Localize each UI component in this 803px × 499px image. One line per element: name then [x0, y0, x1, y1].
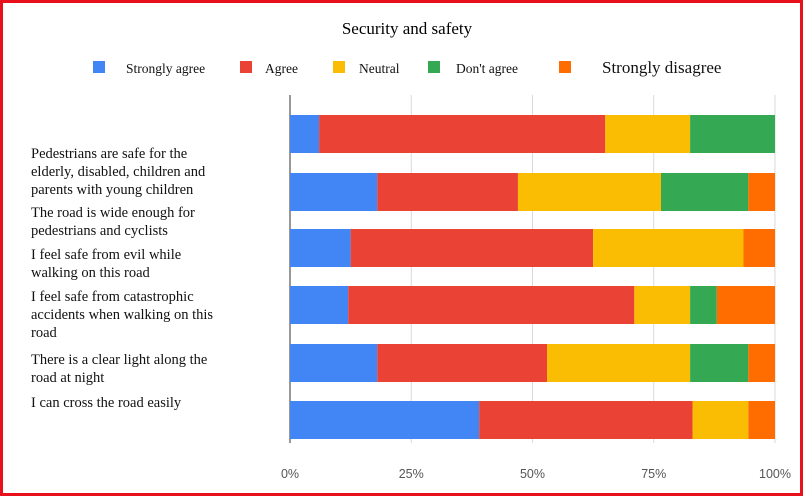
x-tick-label: 0%	[281, 467, 299, 481]
bar-segment	[290, 229, 351, 267]
bar-segment	[479, 401, 693, 439]
legend-label: Agree	[265, 61, 298, 76]
x-tick-label: 75%	[641, 467, 666, 481]
bar-segment	[593, 229, 744, 267]
x-tick-label: 25%	[399, 467, 424, 481]
bar-segment	[634, 286, 691, 324]
bar-segment	[690, 344, 749, 382]
legend-swatch	[559, 61, 571, 73]
bar-segment	[290, 286, 349, 324]
bar-segment	[290, 115, 320, 153]
bar-segment	[690, 115, 775, 153]
bars	[290, 115, 775, 439]
bar-segment	[748, 401, 775, 439]
legend-swatch	[93, 61, 105, 73]
bar-segment	[290, 173, 378, 211]
bar-segment	[547, 344, 691, 382]
bar-segment	[743, 229, 775, 267]
legend-label: Strongly agree	[126, 61, 205, 76]
legend-label: Neutral	[359, 61, 400, 76]
category-label: I feel safe from evil while walking on th…	[31, 247, 181, 281]
bar-segment	[716, 286, 775, 324]
bar-segment	[517, 173, 662, 211]
category-label: I can cross the road easily	[31, 395, 182, 411]
bar-segment	[319, 115, 606, 153]
bar-segment	[377, 344, 548, 382]
bar-segment	[350, 229, 594, 267]
bar-segment	[748, 344, 775, 382]
x-axis-ticks: 0% 25% 50% 75% 100%	[281, 467, 791, 481]
legend: Strongly agree Agree Neutral Don't agree Str…	[93, 58, 721, 77]
chart-title: Security and safety	[342, 19, 473, 38]
legend-label: Strongly disagree	[602, 58, 721, 77]
bar-segment	[290, 344, 378, 382]
category-label: Pedestrians are safe for the elderly, dis…	[31, 146, 206, 198]
category-label: The road is wide enough for pedestrians a…	[31, 205, 195, 239]
category-labels: Pedestrians are safe for the elderly, dis…	[31, 146, 213, 411]
category-label: There is a clear light along the road at …	[31, 352, 207, 386]
x-tick-label: 100%	[759, 467, 791, 481]
bar-segment	[748, 173, 775, 211]
legend-swatch	[428, 61, 440, 73]
bar-segment	[605, 115, 691, 153]
stacked-bar-chart: Security and safety Strongly agree Agree N…	[31, 19, 791, 481]
bar-segment	[692, 401, 749, 439]
bar-segment	[661, 173, 749, 211]
legend-label: Don't agree	[456, 61, 518, 76]
bar-segment	[348, 286, 635, 324]
legend-swatch	[240, 61, 252, 73]
x-tick-label: 50%	[520, 467, 545, 481]
bar-segment	[290, 401, 480, 439]
bar-segment	[377, 173, 518, 211]
bar-segment	[690, 286, 717, 324]
legend-swatch	[333, 61, 345, 73]
category-label: I feel safe from catastrophic accidents w…	[31, 289, 213, 341]
